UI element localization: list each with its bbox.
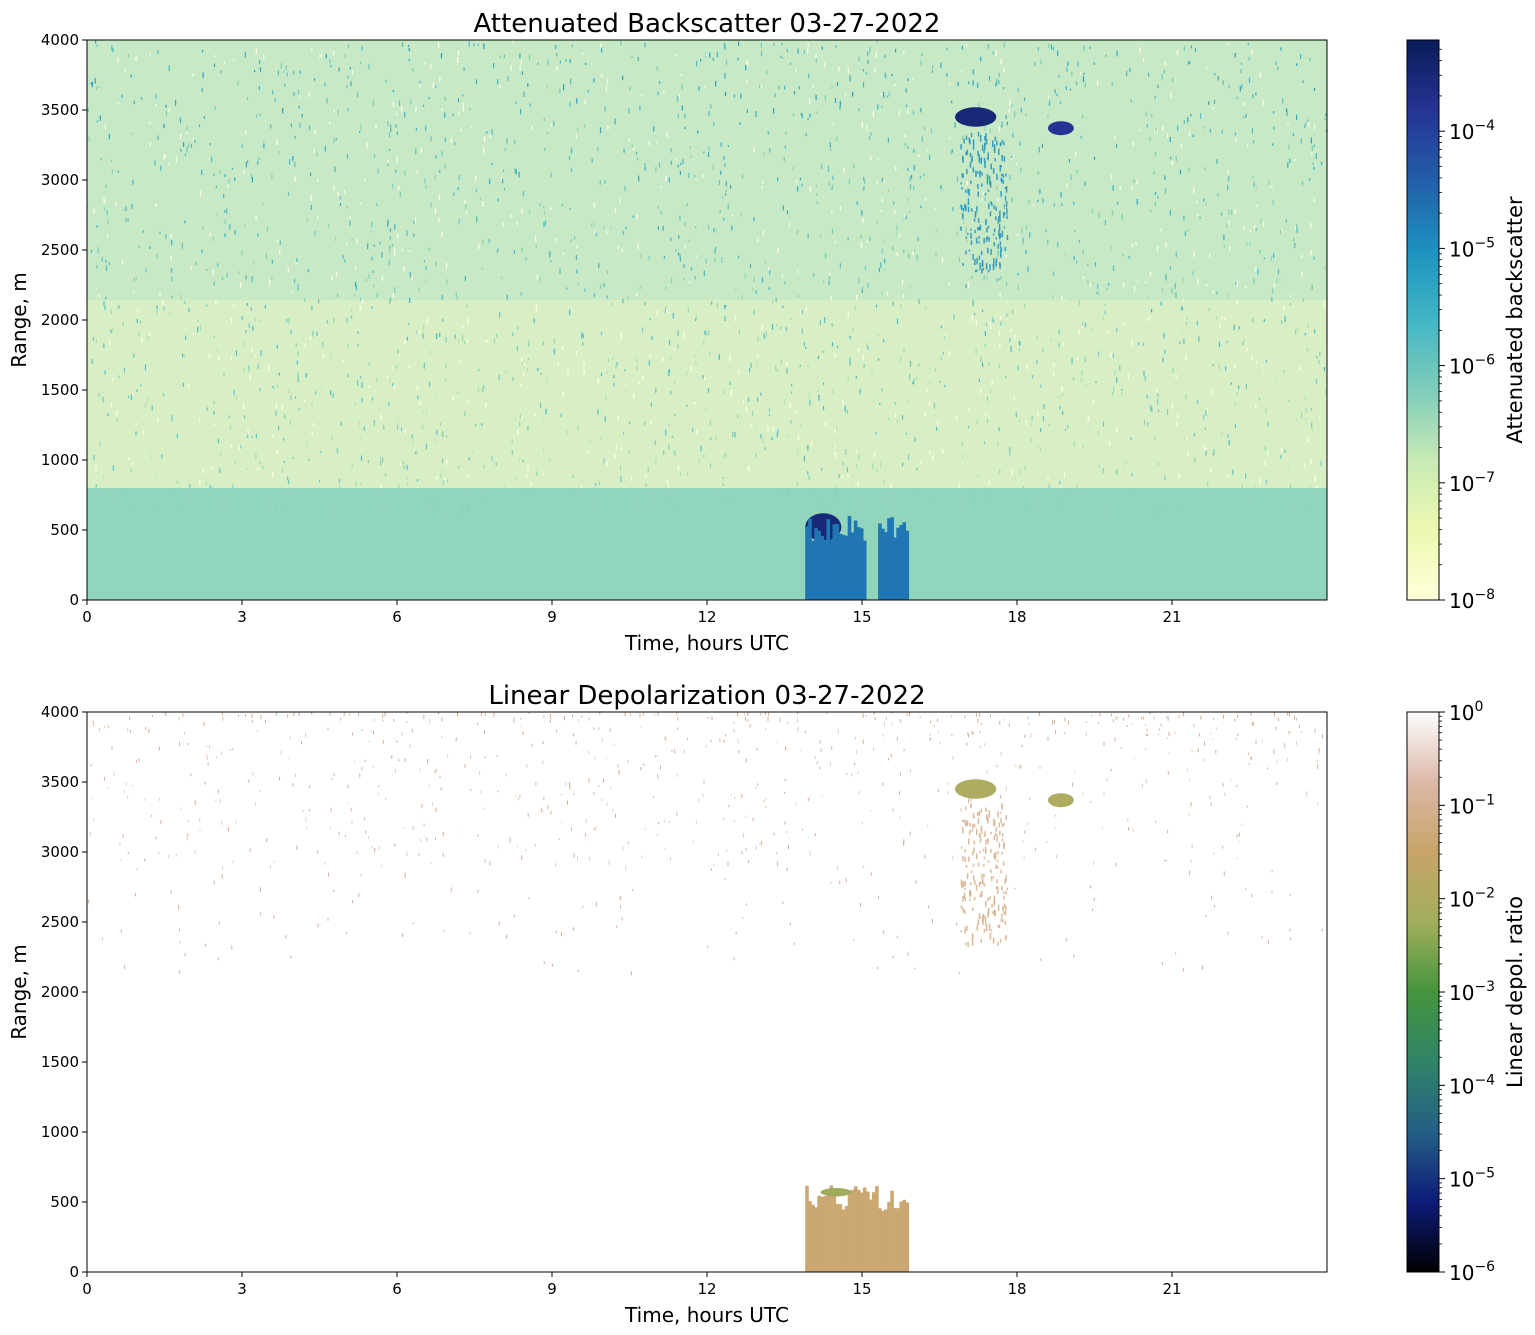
y-tick-label: 2000 [41, 311, 79, 329]
chart-title: Attenuated Backscatter 03-27-2022 [474, 9, 941, 39]
colorbar-tick-label: 10−6 [1449, 1259, 1495, 1285]
y-tick-label: 1500 [41, 381, 79, 399]
colorbar: 10−6 10−5 10−4 10−3 10−2 10−1 100 [1406, 699, 1495, 1285]
upper-noise-band [87, 40, 1327, 300]
x-tick-label: 6 [392, 1280, 402, 1298]
upper-cloud-mark [955, 107, 997, 127]
y-tick-label: 1000 [41, 1123, 79, 1141]
aerosol-speckle-aloft-mark [90, 713, 1320, 870]
x-tick-label: 12 [697, 1280, 716, 1298]
x-axis: 0 3 6 9 12 15 18 21 [82, 600, 1182, 626]
x-tick-label: 15 [852, 1280, 871, 1298]
heatmap-area [87, 40, 1327, 600]
x-axis-label: Time, hours UTC [624, 631, 789, 655]
x-tick-label: 12 [697, 608, 716, 626]
colorbar-tick-label: 10−3 [1449, 979, 1495, 1005]
x-tick-label: 6 [392, 608, 402, 626]
cloud-base-mark [820, 1188, 852, 1197]
colorbar-tick-label: 10−5 [1449, 1166, 1495, 1192]
x-tick-label: 15 [852, 608, 871, 626]
x-axis-label: Time, hours UTC [624, 1303, 789, 1327]
colorbar-tick-label: 10−4 [1449, 1072, 1495, 1098]
y-tick-label: 3000 [41, 171, 79, 189]
x-tick-label: 9 [547, 608, 557, 626]
x-tick-label: 0 [82, 608, 92, 626]
colorbar-tick-label: 100 [1449, 699, 1483, 725]
colorbar-tick-label: 10−4 [1449, 118, 1495, 144]
panel-depolarization: Linear Depolarization 03-27-2022 0 3 6 9 12 1… [7, 681, 1527, 1327]
virga-mark [960, 132, 1009, 274]
y-axis-label: Range, m [7, 272, 31, 368]
colorbar-tick-label: 10−5 [1449, 235, 1495, 261]
y-tick-label: 1500 [41, 1053, 79, 1071]
colorbar-tick-label: 10−6 [1449, 353, 1495, 379]
colorbar-label: Attenuated backscatter [1503, 196, 1527, 444]
colorbar-label: Linear depol. ratio [1503, 896, 1527, 1088]
x-tick-label: 18 [1007, 608, 1026, 626]
x-tick-label: 3 [237, 1280, 247, 1298]
virga-mark [960, 803, 1007, 948]
colorbar-gradient [1407, 40, 1439, 600]
y-axis: 0 500 1000 1500 2000 2500 3000 3500 4000 [41, 31, 87, 609]
y-tick-label: 2500 [41, 913, 79, 931]
colorbar-frame [1406, 39, 1440, 601]
y-axis: 0 500 1000 1500 2000 2500 3000 3500 4000 [41, 703, 87, 1281]
y-tick-label: 3500 [41, 773, 79, 791]
colorbar: 10−8 10−7 10−6 10−5 10−4 [1406, 39, 1495, 613]
precipitation-mark [805, 1185, 910, 1272]
noise-speckle [88, 712, 1327, 976]
y-tick-label: 3000 [41, 843, 79, 861]
x-tick-label: 18 [1007, 1280, 1026, 1298]
low-cloud-mark [805, 513, 842, 542]
y-tick-label: 2500 [41, 241, 79, 259]
upper-cloud-mark [1048, 121, 1074, 136]
colorbar-tick-label: 10−7 [1449, 470, 1495, 496]
y-axis-label: Range, m [7, 944, 31, 1040]
colorbar-gradient [1407, 712, 1439, 1272]
y-tick-label: 500 [50, 521, 79, 539]
colorbar-tick-label: 10−8 [1449, 587, 1495, 613]
x-tick-label: 9 [547, 1280, 557, 1298]
heatmap-area [87, 712, 1327, 1272]
colorbar-tick-label: 10−2 [1449, 886, 1495, 912]
y-tick-label: 2000 [41, 983, 79, 1001]
x-axis: 0 3 6 9 12 15 18 21 [82, 1272, 1182, 1298]
colorbar-tick-label: 10−1 [1449, 792, 1495, 818]
y-tick-label: 4000 [41, 31, 79, 49]
x-tick-label: 21 [1162, 608, 1181, 626]
boundary-layer-aerosol-mark [87, 488, 1327, 600]
upper-cloud-mark [1048, 793, 1074, 808]
chart-title: Linear Depolarization 03-27-2022 [488, 681, 925, 711]
y-tick-label: 3500 [41, 101, 79, 119]
x-tick-label: 3 [237, 608, 247, 626]
panel-backscatter: Attenuated Backscatter 03-27-2022 0 3 6 9 12… [7, 9, 1527, 655]
y-tick-label: 4000 [41, 703, 79, 721]
y-tick-label: 1000 [41, 451, 79, 469]
y-tick-label: 0 [69, 1263, 79, 1281]
x-tick-label: 21 [1162, 1280, 1181, 1298]
y-tick-label: 0 [69, 591, 79, 609]
background [87, 712, 1327, 1272]
upper-cloud-mark [955, 779, 997, 799]
y-tick-label: 500 [50, 1193, 79, 1211]
precipitation-mark [805, 516, 910, 600]
x-tick-label: 0 [82, 1280, 92, 1298]
